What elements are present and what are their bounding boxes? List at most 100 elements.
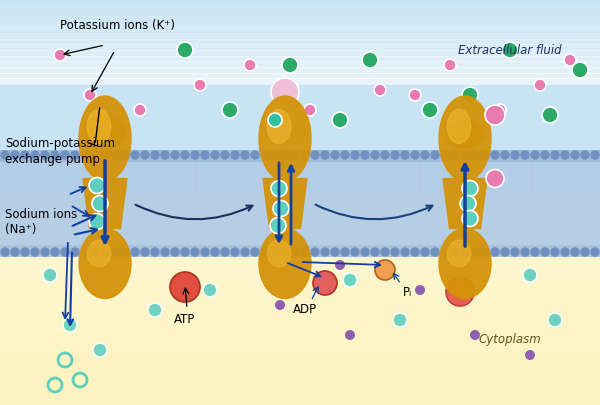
Circle shape [409,89,421,101]
Circle shape [148,303,162,317]
Circle shape [411,248,419,256]
Circle shape [141,248,149,256]
Text: Cytoplasm: Cytoplasm [479,333,541,347]
Ellipse shape [259,228,311,298]
Circle shape [93,343,107,357]
Circle shape [222,102,238,118]
Bar [0,78,600,85]
Polygon shape [83,179,127,228]
Circle shape [151,248,159,256]
Circle shape [1,248,9,256]
Circle shape [91,151,99,159]
Circle shape [470,330,480,340]
Bar [0,279,600,305]
Circle shape [421,248,429,256]
Circle shape [494,104,506,116]
Circle shape [251,151,259,159]
Circle shape [31,248,39,256]
Bar [0,27,600,34]
Ellipse shape [88,240,111,267]
Circle shape [431,248,439,256]
Circle shape [401,248,409,256]
Polygon shape [263,179,307,228]
Circle shape [51,248,59,256]
Circle shape [501,248,509,256]
Circle shape [381,151,389,159]
Bar [0,162,600,245]
Bar [0,304,600,330]
Circle shape [271,78,299,106]
Circle shape [401,151,409,159]
Circle shape [571,151,579,159]
Circle shape [551,151,559,159]
Circle shape [71,151,79,159]
Circle shape [446,278,474,306]
Circle shape [321,248,329,256]
Ellipse shape [268,240,290,267]
Circle shape [531,151,539,159]
Circle shape [1,151,9,159]
Text: Extracellular fluid: Extracellular fluid [458,43,562,57]
Bar [0,72,600,79]
Circle shape [581,248,589,256]
Circle shape [121,151,129,159]
Circle shape [84,89,96,101]
Circle shape [221,248,229,256]
Circle shape [51,151,59,159]
Circle shape [181,151,189,159]
Ellipse shape [439,96,491,181]
Circle shape [89,213,105,230]
Circle shape [523,268,537,282]
Circle shape [374,84,386,96]
Circle shape [444,59,456,71]
Bar [0,150,600,257]
Ellipse shape [79,228,131,298]
Circle shape [41,151,49,159]
Circle shape [121,248,129,256]
Circle shape [321,151,329,159]
Text: Pᵢ: Pᵢ [403,286,412,299]
Bar [0,204,600,230]
Circle shape [268,113,282,127]
Circle shape [301,248,309,256]
Circle shape [41,248,49,256]
Circle shape [371,248,379,256]
Circle shape [421,151,429,159]
Circle shape [521,151,529,159]
Circle shape [181,248,189,256]
Text: ADP: ADP [293,303,317,316]
Circle shape [151,151,159,159]
Circle shape [81,151,89,159]
Circle shape [381,248,389,256]
Circle shape [111,151,119,159]
Circle shape [261,248,269,256]
Circle shape [61,151,69,159]
Ellipse shape [446,120,484,148]
Circle shape [241,248,249,256]
Circle shape [572,62,588,78]
Circle shape [591,151,599,159]
Circle shape [11,248,19,256]
Circle shape [191,248,199,256]
Circle shape [511,151,519,159]
Circle shape [231,151,239,159]
Circle shape [194,79,206,91]
Circle shape [362,52,378,68]
Circle shape [251,248,259,256]
Circle shape [89,177,105,194]
Circle shape [31,151,39,159]
Circle shape [81,248,89,256]
Bar [0,21,600,28]
Circle shape [335,260,345,270]
Circle shape [177,42,193,58]
Circle shape [313,271,337,295]
Circle shape [481,151,489,159]
Circle shape [441,151,449,159]
Circle shape [304,104,316,116]
Circle shape [431,151,439,159]
Text: Potassium ions (K⁺): Potassium ions (K⁺) [60,19,175,32]
Circle shape [393,313,407,327]
Circle shape [141,151,149,159]
Bar [0,67,600,74]
Ellipse shape [268,109,290,143]
